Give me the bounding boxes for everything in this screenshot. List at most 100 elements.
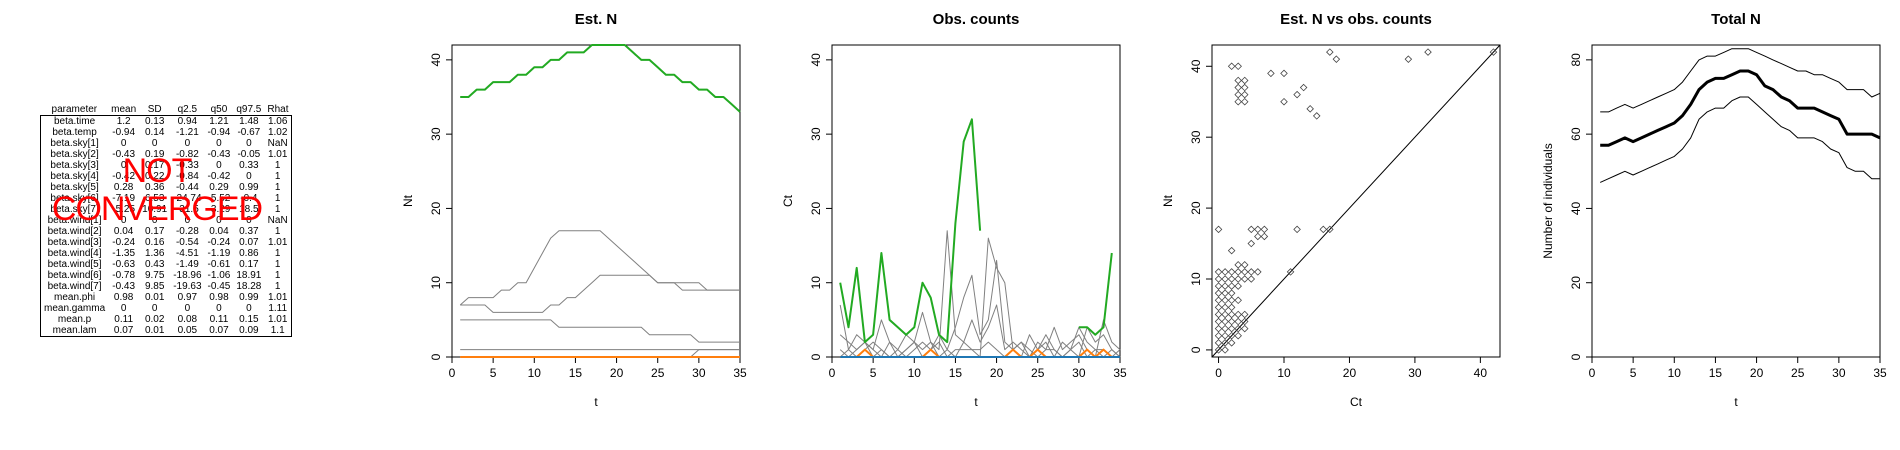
column-header: Rhat [267, 104, 289, 115]
value-cell: -0.05 [237, 149, 261, 160]
plot-frame [1211, 44, 1501, 358]
scatter-point [1260, 232, 1269, 241]
parameter-cell: beta.wind[3] [47, 237, 102, 248]
value-cell: 1 [274, 226, 281, 237]
scatter-point [1247, 239, 1256, 248]
y-axis-label: Ct [781, 194, 795, 207]
y-tick-label: 80 [1569, 53, 1583, 67]
value-cell: 0.98 [113, 292, 134, 303]
series-line [460, 44, 741, 113]
table-row: beta.wind[7] -0.43 9.85 -19.63 -0.45 18.28 1 [41, 281, 292, 292]
plot-area [1599, 48, 1881, 183]
value-cell: 0.04 [113, 226, 134, 237]
scatter-point [1326, 225, 1334, 234]
x-axis-label: t [594, 395, 598, 409]
y-tick-label: 20 [1569, 276, 1583, 290]
y-tick-label: 20 [809, 201, 823, 215]
series-line [459, 230, 740, 306]
scatter-point [1240, 90, 1249, 99]
value-cell: 18.91 [236, 270, 262, 281]
table-row: beta.sky[2] -0.43 0.19 -0.82 -0.43 -0.05 1.01 [41, 149, 292, 160]
x-tick-label: 30 [1072, 366, 1086, 380]
scatter-point [1227, 339, 1236, 347]
x-tick-label: 30 [692, 366, 706, 380]
y-tick-label: 10 [429, 276, 443, 290]
value-cell: -0.63 [112, 259, 136, 270]
scatter-point [1319, 225, 1328, 234]
value-cell: 0.29 [209, 182, 229, 193]
x-tick-label: 15 [949, 366, 963, 380]
series-line-upper-95-cri [1600, 48, 1881, 113]
parameter-cell: beta.wind[4] [47, 248, 102, 259]
table-row: mean.gamma 0 0 0 0 0 1.11 [41, 303, 292, 314]
scatter-point [1240, 275, 1249, 283]
value-cell: 0 [151, 138, 158, 149]
value-cell: 0.16 [144, 237, 165, 248]
y-tick-label: 30 [809, 127, 823, 141]
scatter-point [1240, 76, 1249, 85]
value-cell: 0.33 [239, 160, 259, 171]
scatter-point [1221, 324, 1229, 333]
scatter-point [1260, 225, 1269, 234]
value-cell: 0 [216, 160, 222, 171]
value-cell: -0.24 [112, 237, 136, 248]
value-cell: 0.07 [239, 237, 259, 248]
x-tick-label: 20 [990, 366, 1004, 380]
scatter-point [1214, 317, 1223, 326]
y-tick-label: 0 [1189, 346, 1203, 353]
value-cell: -0.94 [207, 127, 231, 138]
value-cell: 0.28 [113, 182, 134, 193]
value-cell: 0.13 [144, 116, 165, 127]
value-cell: -1.21 [175, 127, 199, 138]
scatter-point [1293, 90, 1301, 99]
y-tick-label: 40 [1189, 59, 1203, 73]
value-cell: 1.01 [267, 149, 288, 160]
plot-frame [451, 44, 741, 358]
series-line [460, 274, 740, 313]
y-tick-label: 40 [1569, 201, 1583, 215]
scatter-point [1247, 225, 1256, 234]
scatter-point [1221, 289, 1229, 297]
scatter-point [1214, 331, 1223, 340]
value-cell: -1.35 [112, 248, 136, 259]
value-cell: 0 [151, 215, 158, 226]
scatter-point [1221, 303, 1229, 312]
value-cell: -0.84 [175, 171, 199, 182]
value-cell: 1 [274, 160, 281, 171]
value-cell: -31.5 [175, 204, 199, 215]
value-cell: 1.01 [267, 314, 288, 325]
series-line-total-n-mean- [1600, 69, 1881, 147]
value-cell: 0.01 [144, 325, 165, 336]
x-tick-label: 10 [1668, 366, 1682, 380]
scatter-point [1234, 331, 1242, 340]
results-table-container: parameter mean SD q2.5 q50 q97.5 Rhat beta.tim… [40, 104, 292, 337]
value-cell: 0.97 [177, 292, 198, 303]
scatter-point [1234, 310, 1242, 319]
series-line-lower-95-cri [1599, 96, 1880, 183]
scatter-point [1214, 268, 1223, 276]
value-cell: -0.45 [207, 281, 231, 292]
series-line [839, 230, 1121, 358]
x-axis-label: t [1734, 395, 1738, 409]
x-tick-label: 20 [1750, 366, 1764, 380]
value-cell: -0.61 [207, 259, 231, 270]
scatter-point [1234, 268, 1242, 276]
scatter-point [1240, 261, 1249, 269]
plot-area [1211, 44, 1501, 358]
x-tick-label: 40 [1474, 366, 1488, 380]
value-cell: 0.07 [113, 325, 134, 336]
value-cell: -0.43 [112, 281, 136, 292]
scatter-point [1240, 324, 1249, 333]
scatter-point [1234, 261, 1242, 269]
value-cell: 1.21 [209, 116, 229, 127]
y-tick-label: 20 [429, 201, 443, 215]
scatter-point [1221, 282, 1229, 290]
table-row: mean.lam 0.07 0.01 0.05 0.07 0.09 1.1 [41, 325, 292, 337]
x-tick-label: 20 [610, 366, 624, 380]
scatter-point [1299, 83, 1308, 92]
scatter-point [1293, 225, 1301, 234]
value-cell: 0.05 [177, 325, 198, 336]
y-axis-label: Nt [1161, 194, 1175, 207]
parameter-cell: mean.p [57, 314, 92, 325]
scatter-point [1214, 339, 1223, 347]
